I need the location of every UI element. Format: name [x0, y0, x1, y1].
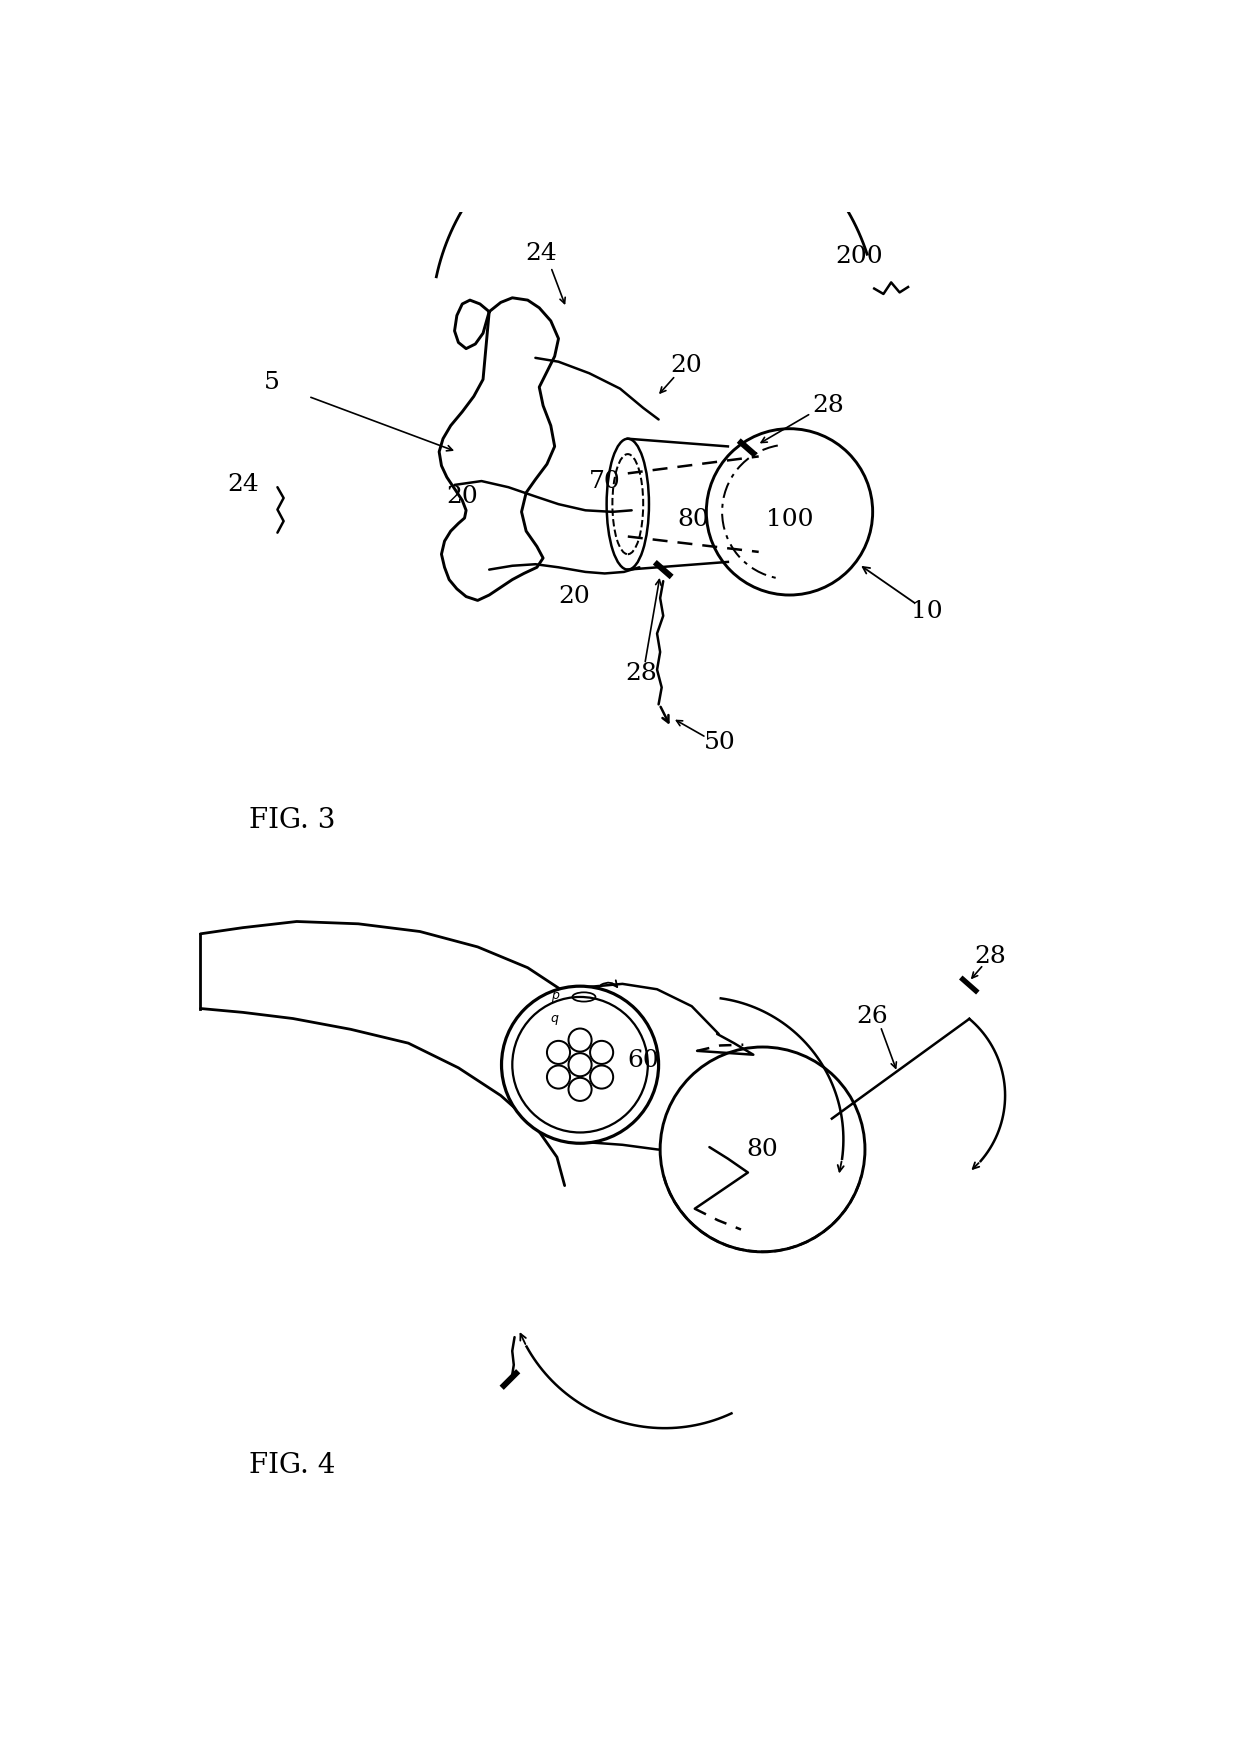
- Circle shape: [660, 1047, 866, 1252]
- Text: 80: 80: [746, 1137, 779, 1160]
- Text: 20: 20: [558, 585, 590, 608]
- Text: p: p: [552, 989, 559, 1001]
- Text: 28: 28: [626, 663, 657, 686]
- Text: 28: 28: [973, 945, 1006, 968]
- Text: 50: 50: [704, 732, 737, 755]
- Text: FIG. 4: FIG. 4: [249, 1451, 335, 1479]
- Text: 80: 80: [677, 508, 709, 531]
- Text: FIG. 3: FIG. 3: [249, 806, 335, 834]
- Text: 28: 28: [812, 395, 844, 418]
- Text: q: q: [551, 1012, 558, 1024]
- Text: 26: 26: [857, 1005, 889, 1028]
- Circle shape: [501, 986, 658, 1142]
- Text: 200: 200: [835, 245, 883, 268]
- Text: 24: 24: [526, 242, 558, 266]
- Text: 60: 60: [627, 1049, 660, 1072]
- Text: 100: 100: [766, 508, 813, 531]
- Text: 24: 24: [227, 474, 259, 497]
- Text: 70: 70: [589, 469, 620, 492]
- Text: 20: 20: [446, 485, 479, 508]
- Text: 10: 10: [910, 601, 942, 624]
- Text: 5: 5: [264, 370, 280, 393]
- Text: 20: 20: [671, 354, 702, 377]
